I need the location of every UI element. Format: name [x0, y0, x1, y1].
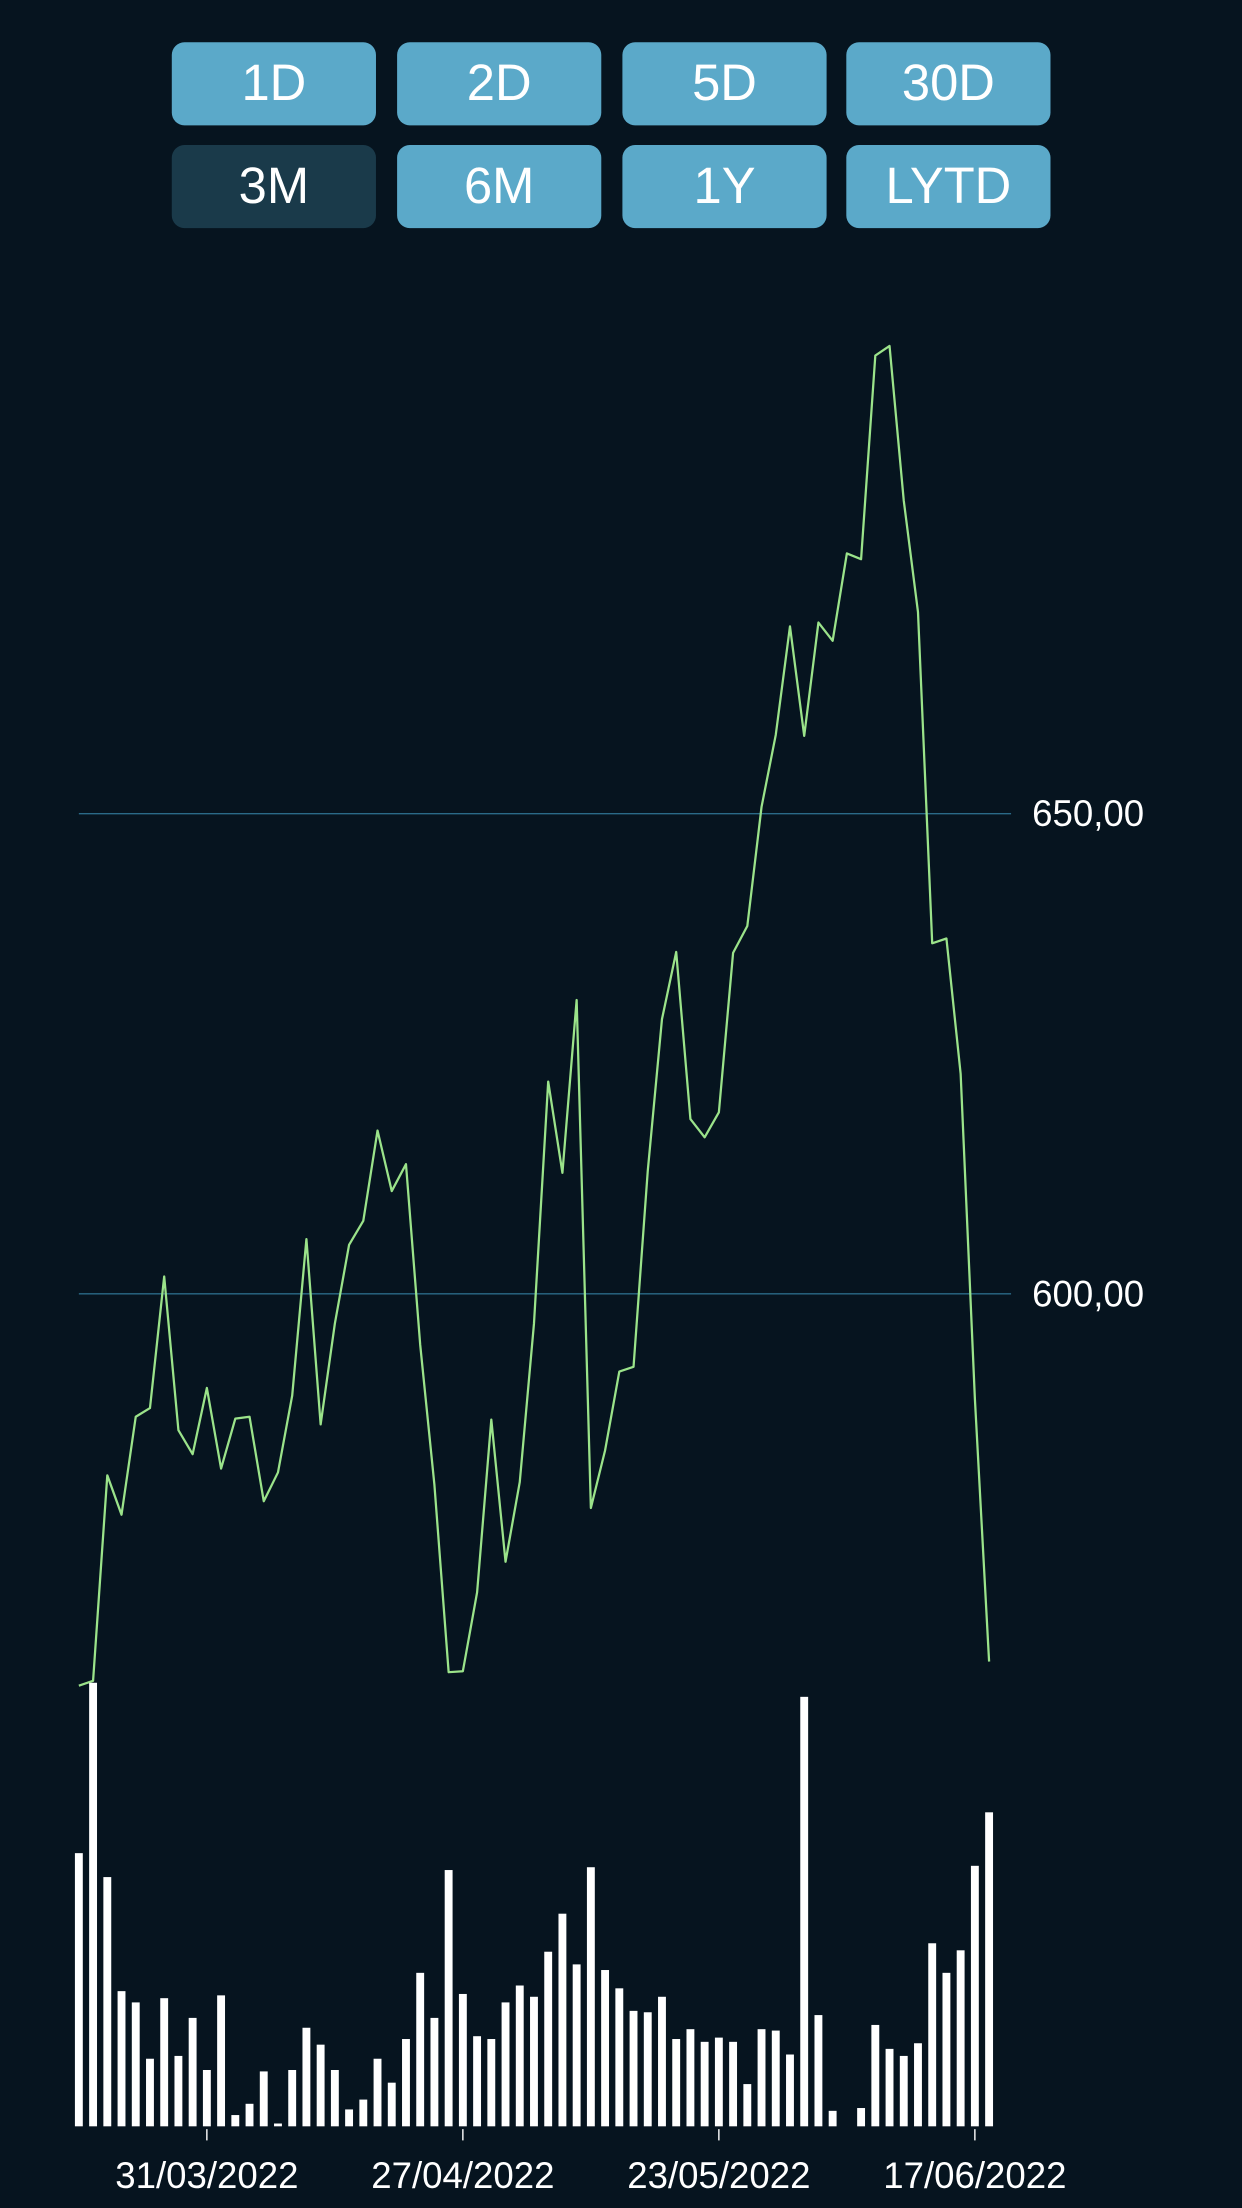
volume-bar	[515, 1985, 524, 2127]
range-button-label[interactable]: 6M	[464, 157, 534, 214]
range-button[interactable]	[622, 42, 827, 126]
volume-bar	[672, 2039, 681, 2127]
volume-bar	[302, 2027, 311, 2127]
volume-bar	[487, 2039, 496, 2127]
volume-bar	[956, 1950, 965, 2127]
volume-bar	[586, 1867, 595, 2127]
range-button-label[interactable]: LYTD	[885, 157, 1011, 214]
range-button[interactable]	[622, 145, 827, 229]
volume-bar	[416, 1972, 425, 2127]
range-button-label[interactable]: 1D	[241, 54, 306, 111]
volume-bar	[387, 2082, 396, 2127]
volume-bar	[629, 2010, 638, 2127]
x-tick-label: 17/06/2022	[883, 2155, 1066, 2196]
volume-bar	[74, 1853, 83, 2127]
volume-bar	[729, 2041, 738, 2127]
volume-bar	[217, 1995, 226, 2127]
volume-bar	[530, 1996, 538, 2127]
volume-bar	[274, 2123, 282, 2127]
volume-bar	[871, 2024, 880, 2127]
volume-bar	[174, 2055, 183, 2127]
volume-bar	[658, 1996, 666, 2127]
volume-bar	[970, 1865, 979, 2127]
volume-bar	[643, 2012, 652, 2127]
volume-bar	[814, 2015, 823, 2127]
volume-bar	[103, 1877, 112, 2127]
x-tick-label: 27/04/2022	[371, 2155, 554, 2196]
volume-bar	[544, 1951, 553, 2127]
volume-bar	[330, 2070, 339, 2127]
volume-bar	[601, 1970, 610, 2127]
x-tick-label: 31/03/2022	[115, 2155, 298, 2196]
volume-bar	[899, 2055, 908, 2127]
range-button-label[interactable]: 5D	[692, 54, 757, 111]
volume-bar	[160, 1998, 169, 2127]
range-button-label[interactable]: 1Y	[693, 157, 755, 214]
volume-bar	[885, 2048, 894, 2127]
volume-bar	[757, 2029, 766, 2127]
volume-bar	[558, 1913, 567, 2127]
volume-bar	[942, 1972, 951, 2127]
volume-bar	[615, 1988, 624, 2127]
range-button[interactable]	[397, 145, 602, 229]
volume-bar	[146, 2058, 154, 2127]
volume-bar	[501, 2002, 510, 2127]
volume-bar	[345, 2109, 354, 2127]
volume-bar	[402, 2039, 410, 2127]
volume-bar	[444, 1870, 453, 2127]
volume-bar	[373, 2058, 382, 2127]
volume-bar	[928, 1943, 937, 2127]
volume-bar	[743, 2084, 752, 2127]
y-tick-label: 650,00	[1032, 793, 1144, 834]
volume-bar	[771, 2030, 780, 2127]
volume-bar	[359, 2099, 368, 2127]
range-button[interactable]	[171, 42, 376, 126]
volume-bar	[117, 1991, 126, 2127]
volume-bar	[430, 2017, 439, 2127]
price-line	[78, 344, 991, 1687]
volume-bar	[985, 1812, 994, 2127]
volume-bar	[231, 2115, 240, 2127]
volume-bar	[458, 1993, 467, 2127]
range-button-label[interactable]: 3M	[239, 157, 309, 214]
volume-bar	[316, 2044, 325, 2127]
y-tick-label: 600,00	[1032, 1273, 1144, 1314]
range-button[interactable]	[171, 145, 376, 229]
volume-bar	[786, 2054, 794, 2127]
volume-bar	[288, 2070, 297, 2127]
volume-bar	[89, 1682, 98, 2127]
volume-bar	[245, 2103, 254, 2127]
volume-bar	[857, 2108, 866, 2127]
range-button[interactable]	[846, 145, 1051, 229]
volume-bar	[700, 2041, 709, 2127]
volume-bar	[800, 1696, 809, 2127]
range-button-label[interactable]: 2D	[467, 54, 532, 111]
volume-bar	[202, 2070, 211, 2127]
volume-bar	[914, 2043, 922, 2127]
volume-bar	[131, 2002, 140, 2127]
volume-bar	[188, 2017, 197, 2127]
volume-bar	[714, 2037, 723, 2127]
volume-bar	[259, 2071, 268, 2127]
range-button-label[interactable]: 30D	[902, 54, 995, 111]
x-tick-label: 23/05/2022	[627, 2155, 810, 2196]
range-button[interactable]	[846, 42, 1051, 126]
volume-bar	[828, 2110, 837, 2127]
volume-bar	[572, 1964, 581, 2127]
volume-bar	[473, 2036, 482, 2127]
volume-bar	[686, 2029, 695, 2127]
range-button[interactable]	[397, 42, 602, 126]
